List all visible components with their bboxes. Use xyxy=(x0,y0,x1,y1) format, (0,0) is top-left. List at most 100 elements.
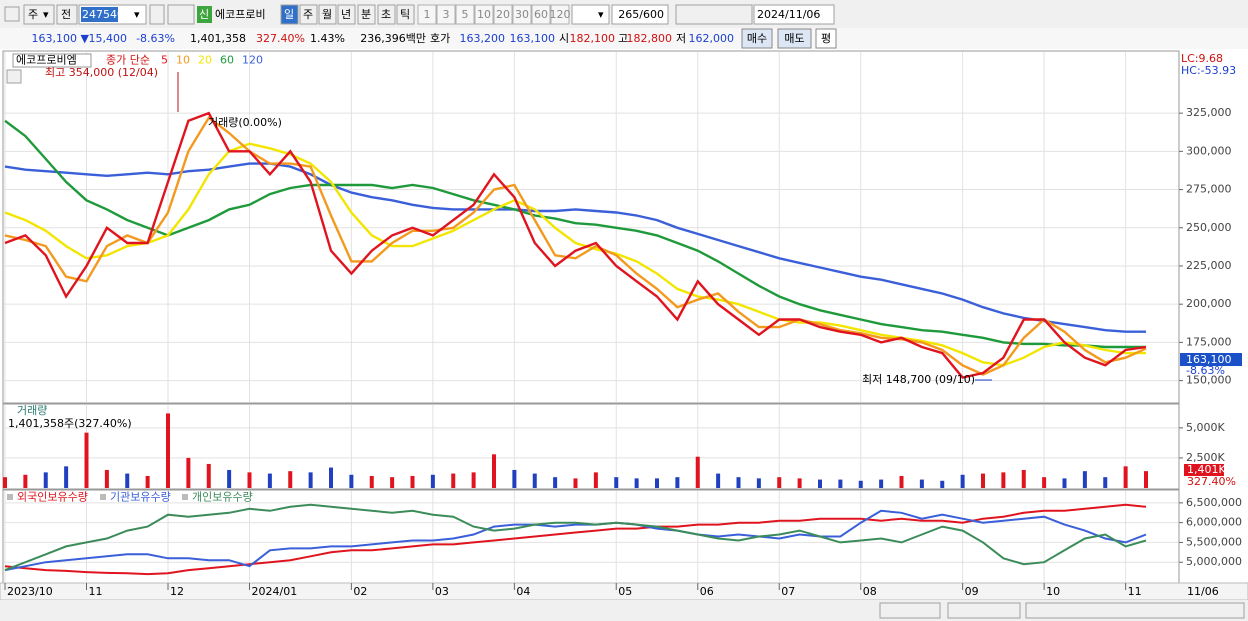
scroll-buttons[interactable] xyxy=(879,602,941,619)
tool-icons[interactable] xyxy=(675,4,753,25)
series-line xyxy=(4,503,1147,572)
amount: 236,396백만 xyxy=(360,32,426,45)
volume-bar xyxy=(308,472,313,488)
search-button[interactable] xyxy=(149,4,165,25)
count-box[interactable] xyxy=(611,4,669,25)
period-button[interactable] xyxy=(318,4,337,25)
menu-icon[interactable] xyxy=(4,6,20,22)
period-button[interactable] xyxy=(337,4,356,25)
interval-button[interactable] xyxy=(455,4,475,25)
sound-button[interactable] xyxy=(167,4,195,25)
volume-bar xyxy=(614,477,619,488)
interval-select[interactable] xyxy=(571,4,610,25)
date: 2024/11/06 xyxy=(757,8,820,21)
volume-bar xyxy=(655,478,659,488)
volume-bar xyxy=(1042,477,1047,488)
open: 182,100 xyxy=(570,32,616,45)
x-tick-label: 12 xyxy=(170,585,184,598)
x-tick-label: 2024/01 xyxy=(252,585,298,598)
volume-bar xyxy=(3,477,7,488)
legend-box xyxy=(7,494,13,500)
y-tick-label: 175,000 xyxy=(1186,335,1232,348)
market-select[interactable] xyxy=(23,4,55,25)
y-tick-label: 200,000 xyxy=(1186,297,1232,310)
y-tick-label: 325,000 xyxy=(1186,106,1232,119)
change: 15,400 xyxy=(89,32,128,45)
order-button[interactable] xyxy=(777,28,812,49)
new-badge-box xyxy=(197,6,212,23)
overlay-annotation: 거래량(0.00%) xyxy=(208,116,282,129)
y-tick-label: 150,000 xyxy=(1186,374,1232,387)
series-line xyxy=(4,162,1146,333)
hc-label: HC:-53.93 xyxy=(1181,64,1236,77)
x-tick-label: 05 xyxy=(618,585,632,598)
volume-last: 1,401K xyxy=(1187,463,1226,476)
interval: 5 xyxy=(462,8,469,21)
x-tick-label: 07 xyxy=(781,585,795,598)
interval-button[interactable] xyxy=(474,4,494,25)
code: 247540 xyxy=(82,8,124,21)
order-button[interactable] xyxy=(815,28,837,49)
last-price: 163,100 xyxy=(1186,353,1232,366)
y-tick-label: 275,000 xyxy=(1186,183,1232,196)
legend-entry: 60 xyxy=(220,54,234,67)
volume-bar xyxy=(634,478,639,488)
interval-button[interactable] xyxy=(436,4,456,25)
volume-bar xyxy=(64,466,69,488)
order-button-label: 매수 xyxy=(747,32,767,45)
mode: 전 xyxy=(61,8,71,21)
volume-bar xyxy=(736,477,741,488)
legend-entry: 개인보유수량 xyxy=(192,491,253,504)
series-line xyxy=(4,115,1147,376)
volume-bar xyxy=(288,471,293,488)
volume-pane xyxy=(2,403,1180,490)
period-button[interactable] xyxy=(377,4,396,25)
settings-icon[interactable] xyxy=(6,69,22,84)
volume-bar xyxy=(573,478,578,488)
turnover: 1.43% xyxy=(310,32,345,45)
x-tick-label: 06 xyxy=(700,585,714,598)
legend-name-box xyxy=(12,53,92,68)
series-line xyxy=(4,142,1146,367)
order-button-label: 매도 xyxy=(784,32,804,45)
volume-bar xyxy=(919,479,924,488)
volume-bar xyxy=(716,473,721,488)
volume-subtitle: 1,401,358주(327.40%) xyxy=(8,417,132,430)
mode-button[interactable] xyxy=(56,4,78,25)
bottom-tools[interactable] xyxy=(1025,602,1245,619)
interval-button[interactable] xyxy=(512,4,532,25)
volume-bar xyxy=(879,479,884,488)
volume-bar xyxy=(492,454,496,488)
order-button[interactable] xyxy=(741,28,773,49)
x-tick-label: 10 xyxy=(1046,585,1060,598)
lc-label: LC:9.68 xyxy=(1181,52,1223,65)
volume-bar xyxy=(532,473,537,488)
volume-bar xyxy=(410,475,415,488)
interval-button[interactable] xyxy=(417,4,437,25)
legend-entry: 120 xyxy=(242,54,263,67)
quote-label: 호가 xyxy=(430,32,450,45)
period-button[interactable] xyxy=(357,4,376,25)
period-button[interactable] xyxy=(396,4,415,25)
interval: 10 xyxy=(477,8,491,21)
period-button[interactable] xyxy=(299,4,318,25)
volume-bar xyxy=(960,474,965,488)
series-line xyxy=(4,503,1147,576)
y-tick-label: 6,000,000 xyxy=(1186,516,1242,529)
interval-button[interactable] xyxy=(550,4,570,25)
interval-button[interactable] xyxy=(531,4,551,25)
zoom-slider[interactable] xyxy=(947,602,1021,619)
volume-bar xyxy=(695,456,700,488)
period-button[interactable] xyxy=(280,4,299,25)
legend-box xyxy=(182,494,188,500)
x-tick-label: 2023/10 xyxy=(7,585,53,598)
interval: 60 xyxy=(534,8,548,21)
date-box[interactable] xyxy=(753,4,835,25)
volume-bar xyxy=(512,469,517,488)
interval-button[interactable] xyxy=(493,4,513,25)
legend-entry: 20 xyxy=(198,54,212,67)
last-rate: -8.63% xyxy=(1186,364,1225,377)
change-rate: -8.63% xyxy=(136,32,175,45)
